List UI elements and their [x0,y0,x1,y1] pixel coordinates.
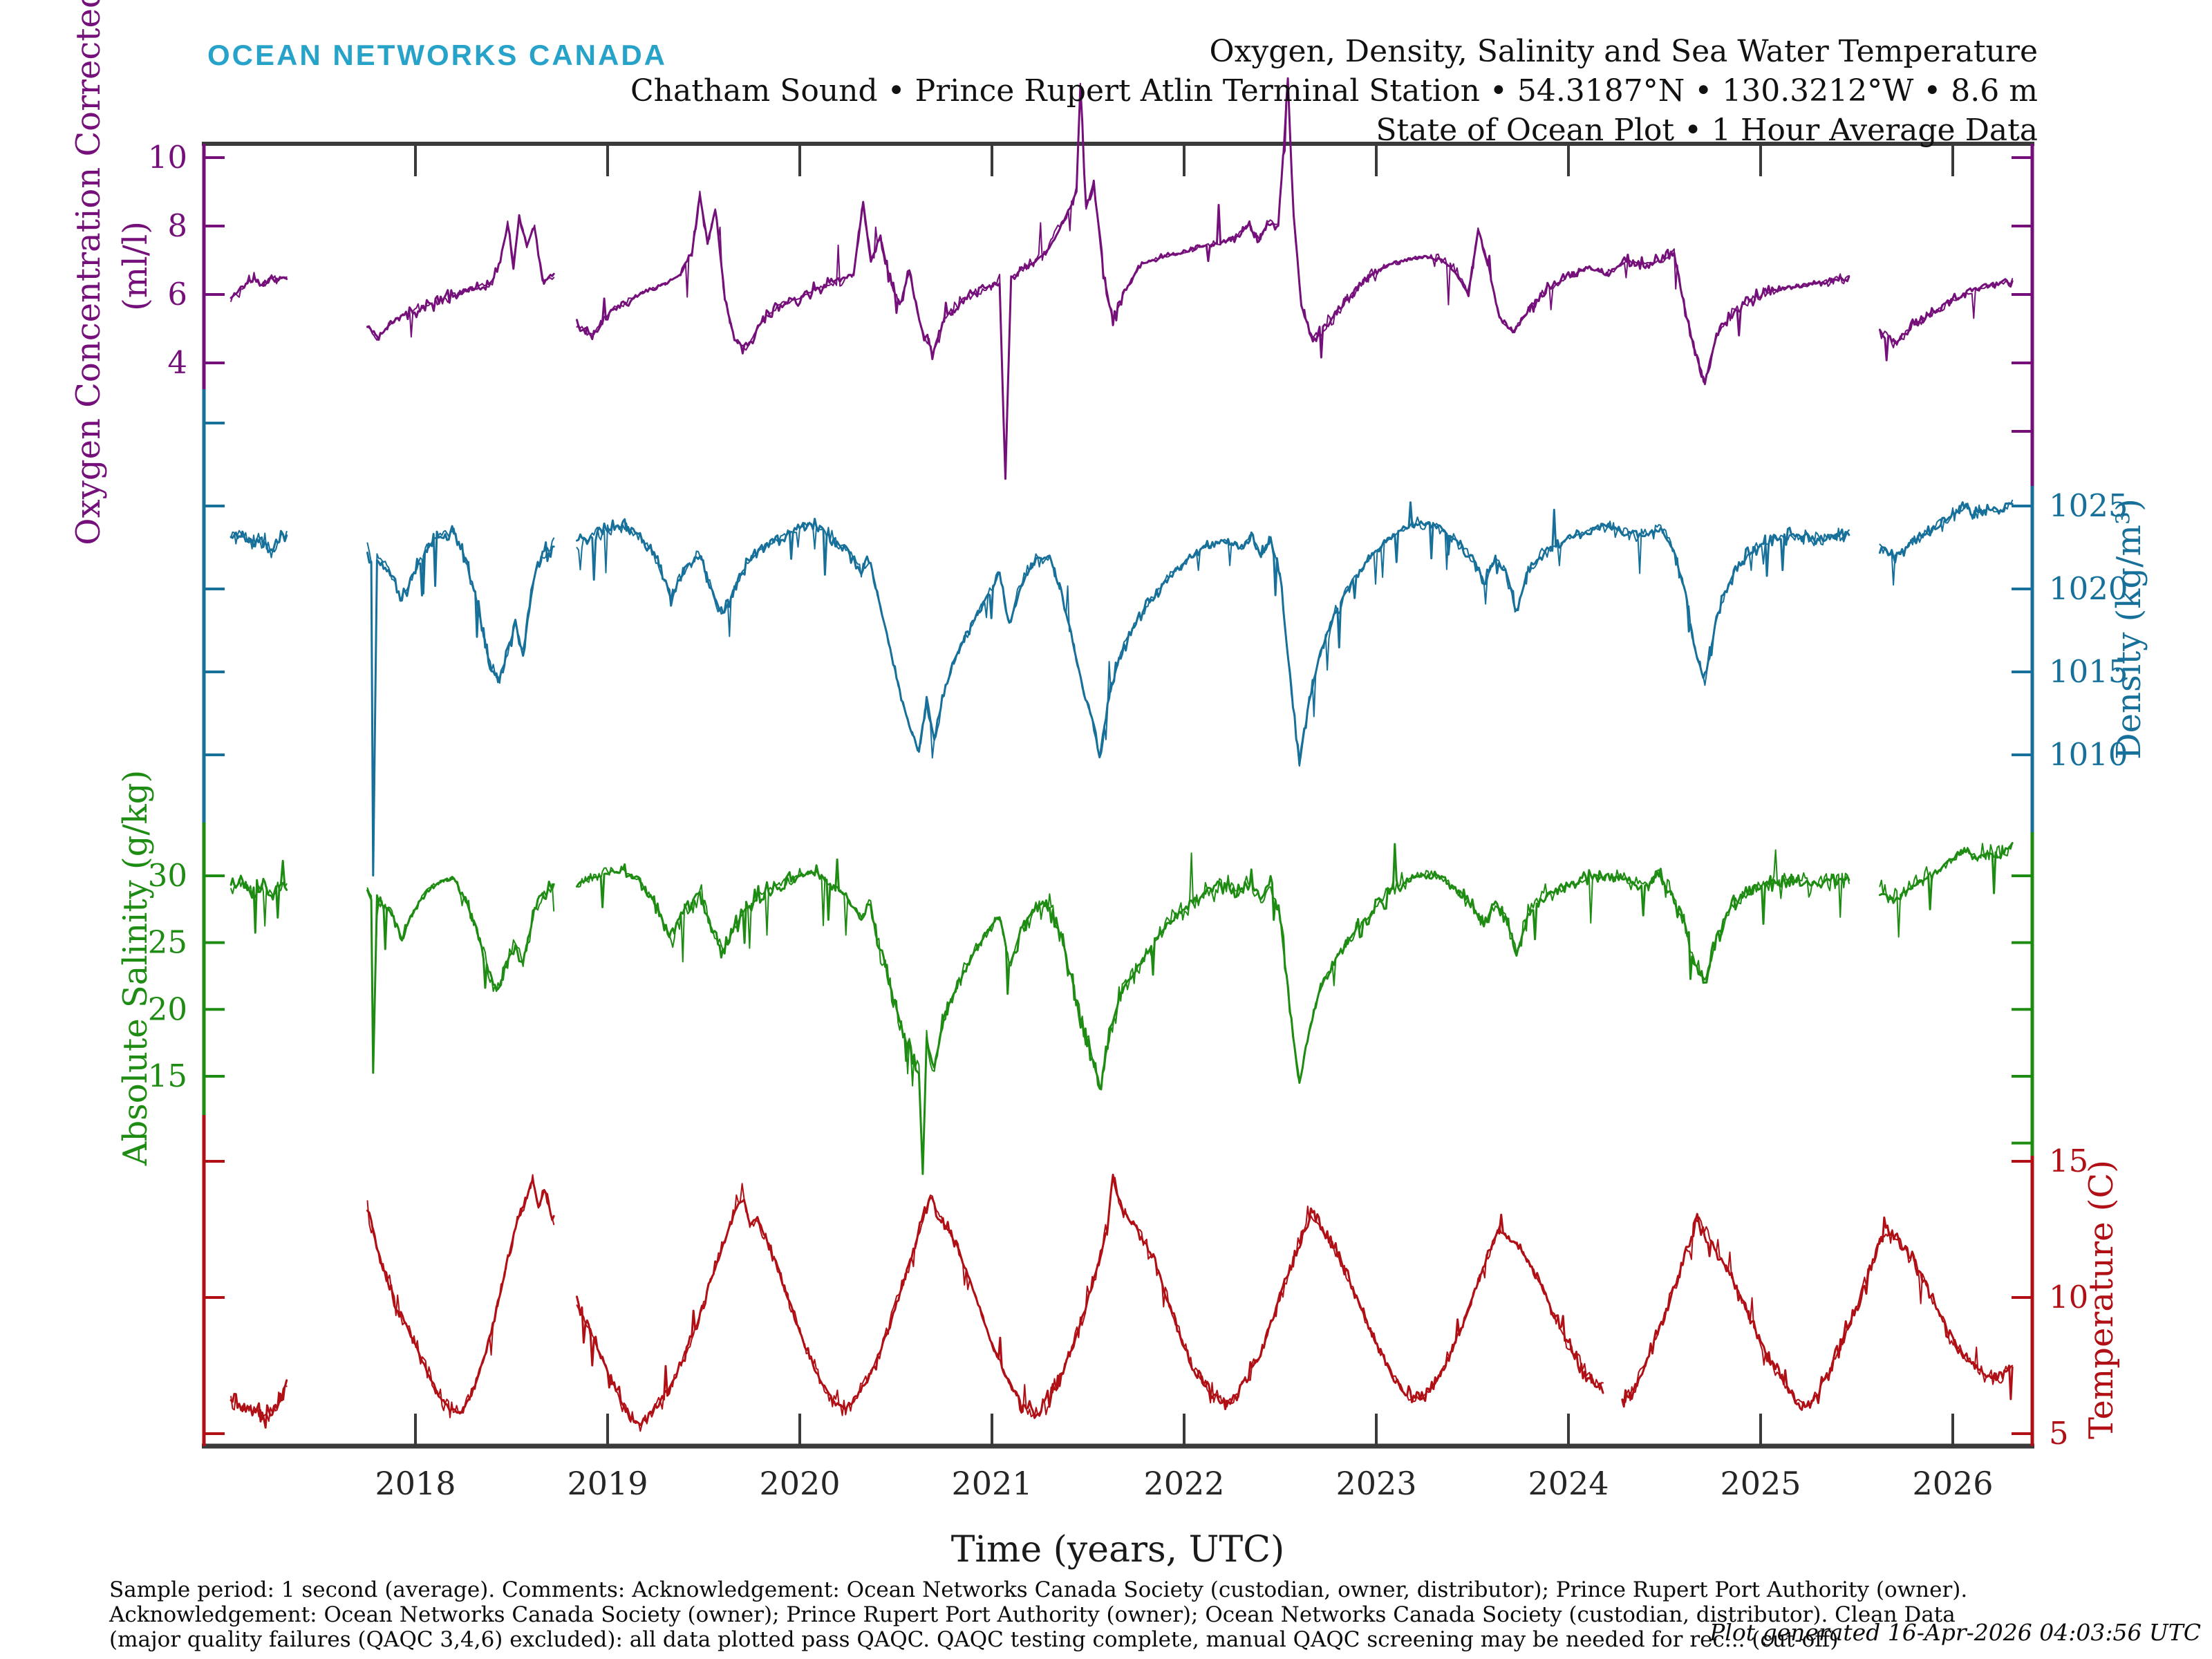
x-axis-label: Time (years, UTC) [950,1529,1285,1571]
salinity-tick-label: 25 [148,924,187,961]
density-tick-label: 1025 [2049,487,2128,524]
oxygen-tick-label: 4 [167,344,187,381]
footer-line3: (major quality failures (QAQC 3,4,6) exc… [109,1627,1839,1652]
x-tick-label: 2021 [951,1465,1032,1502]
footer-line2: Acknowledgement: Ocean Networks Canada S… [109,1602,1956,1627]
plot-title-block: Oxygen, Density, Salinity and Sea Water … [630,32,2038,150]
x-tick-label: 2024 [1528,1465,1609,1502]
density-series-path [230,499,2014,870]
oxygen-axis-label: Oxygen Concentration Corrected [69,0,108,545]
plot-title-line3: State of Ocean Plot • 1 Hour Average Dat… [1376,113,2038,148]
salinity-series-path [230,842,2014,1170]
plot-generated-timestamp: Plot generated 16-Apr-2026 04:03:56 UTC [1709,1619,2201,1646]
x-tick-label: 2026 [1912,1465,1993,1502]
temperature-series-path [229,1173,2014,1429]
density-tick-label: 1020 [2049,570,2128,607]
oxygen-tick-label: 10 [148,139,187,176]
oxygen-tick-label: 6 [167,276,187,312]
salinity-axis-label: Absolute Salinity (g/kg) [116,769,155,1166]
salinity-tick-label: 20 [148,991,187,1027]
x-tick-label: 2022 [1143,1465,1224,1502]
salinity-tick-label: 30 [148,857,187,894]
density-axis-label: Density (kg/m³) [2110,498,2148,760]
footer-line1: Sample period: 1 second (average). Comme… [109,1577,1968,1602]
salinity-series-path [229,842,2014,1175]
x-tick-label: 2020 [759,1465,840,1502]
temperature-tick-label: 10 [2049,1279,2088,1315]
oxygen-tick-label: 8 [167,207,187,244]
salinity-tick-label: 15 [148,1058,187,1094]
temperature-tick-label: 15 [2049,1143,2088,1179]
density-series-path [229,501,2014,877]
density-tick-label: 1015 [2049,653,2128,690]
x-tick-label: 2019 [567,1465,648,1502]
oxygen-axis-unit-label: (ml/l) [116,221,155,311]
plot-title-line2: Chatham Sound • Prince Rupert Atlin Term… [630,73,2038,109]
temperature-series-path [230,1174,2014,1432]
onc-logo: OCEAN NETWORKS CANADA [207,39,667,71]
oxygen-series-path [230,77,2014,479]
footer-comments: Sample period: 1 second (average). Comme… [109,1577,1967,1652]
x-tick-label: 2025 [1720,1465,1801,1502]
plot-title-line1: Oxygen, Density, Salinity and Sea Water … [1209,34,2038,69]
x-tick-label: 2023 [1335,1465,1416,1502]
density-tick-label: 1010 [2049,736,2128,773]
temperature-axis-label: Temperature (C) [2082,1160,2121,1439]
temperature-tick-label: 5 [2049,1415,2069,1452]
x-tick-label: 2018 [375,1465,456,1502]
